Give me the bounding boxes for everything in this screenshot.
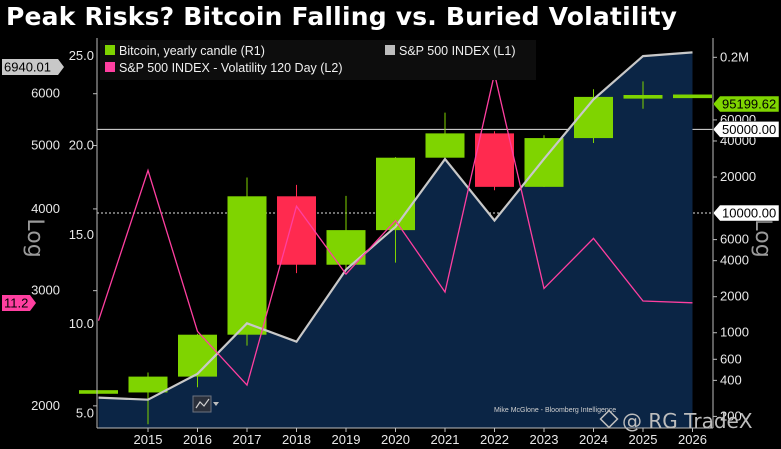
l1-tick-label: 3000 <box>31 283 60 298</box>
credit-text: Mike McGlone - Bloomberg Intelligence <box>494 407 616 414</box>
watermark: @ RG TradeX <box>599 409 753 433</box>
x-tick-label: 2015 <box>134 432 163 447</box>
legend-swatch <box>385 45 395 55</box>
candle-body <box>524 138 564 187</box>
r1-tick-label: 0.2M <box>720 49 749 64</box>
sp500-last-marker-text: 6940.01 <box>4 60 51 75</box>
candle-2023 <box>524 135 564 188</box>
candle-2025 <box>623 81 663 109</box>
candle-body <box>178 334 217 377</box>
l2-tick-label: 10.0 <box>69 316 94 331</box>
r1-tick-label: 20000 <box>720 169 756 184</box>
candle-body <box>79 390 118 394</box>
line-chart-icon <box>195 398 210 409</box>
level-50k-marker-text: 50000.00 <box>722 122 776 137</box>
candle-2016 <box>178 333 217 388</box>
r1-tick-label: 400 <box>720 372 742 387</box>
watermark-text: @ RG TradeX <box>622 409 753 433</box>
r1-tick-label: 200 <box>720 408 742 423</box>
candle-2015 <box>128 372 168 425</box>
candle-2024 <box>574 89 613 143</box>
x-tick-label: 2016 <box>183 432 212 447</box>
l1-tick-label: 6000 <box>31 86 60 101</box>
x-tick-label: 2024 <box>579 432 608 447</box>
chart-title: Peak Risks? Bitcoin Falling vs. Buried V… <box>6 2 678 31</box>
legend-box <box>100 40 536 80</box>
x-tick-label: 2025 <box>629 432 658 447</box>
l2-tick-label: 15.0 <box>69 227 94 242</box>
l2-tick-label: 20.0 <box>69 137 94 152</box>
candle-2018 <box>277 184 316 274</box>
x-tick-label: 2023 <box>530 432 559 447</box>
candle-body <box>227 196 267 335</box>
sp500-last-marker-bg <box>2 59 64 75</box>
candle-body <box>623 95 663 99</box>
candle-2020 <box>376 157 415 263</box>
candle-body <box>128 376 168 393</box>
legend-item: Bitcoin, yearly candle (R1) <box>105 44 265 58</box>
x-tick-label: 2017 <box>233 432 262 447</box>
candle-2021 <box>425 112 465 159</box>
watermark-logo-icon <box>599 409 619 429</box>
r1-tick-label: 600 <box>720 351 742 366</box>
legend-label: S&P 500 INDEX (L1) <box>399 44 516 58</box>
right-axis-label: Log <box>750 218 775 257</box>
l1-tick-label: 5000 <box>31 138 60 153</box>
level-50k-marker-bg <box>712 121 780 138</box>
r1-tick-label: 4000 <box>720 253 749 268</box>
candle-body <box>475 133 514 187</box>
x-tick-label: 2022 <box>480 432 509 447</box>
level-10k-marker: 10000.00 <box>712 204 780 222</box>
volatility-line <box>97 73 693 387</box>
x-tick-label: 2020 <box>381 432 410 447</box>
volatility-last-marker-text: 11.2 <box>4 296 28 311</box>
candle-body <box>673 94 712 99</box>
sp500-line <box>98 51 693 401</box>
legend-item: S&P 500 INDEX (L1) <box>385 44 516 58</box>
candle-2017 <box>227 177 267 346</box>
level-50k-marker: 50000.00 <box>712 121 780 138</box>
candle-body <box>376 157 415 231</box>
volatility-last-marker: 11.2 <box>2 295 36 311</box>
level-10k-marker-text: 10000.00 <box>722 206 776 221</box>
legend-swatch <box>105 45 115 55</box>
r1-tick-label: 1000 <box>720 325 749 340</box>
l1-tick-label: 4000 <box>31 201 60 216</box>
btc-last-marker-bg <box>712 95 780 113</box>
candle-2014 <box>79 390 118 394</box>
x-tick-label: 2026 <box>678 432 707 447</box>
chevron-down-icon <box>213 402 219 406</box>
l1-tick-label: 2000 <box>31 398 60 413</box>
candle-body <box>425 133 465 158</box>
x-tick-label: 2021 <box>431 432 460 447</box>
legend-label: S&P 500 INDEX - Volatility 120 Day (L2) <box>119 61 343 75</box>
sp500-last-marker: 6940.01 <box>2 59 64 75</box>
legend-label: Bitcoin, yearly candle (R1) <box>119 44 265 58</box>
chart-type-icon <box>192 395 219 413</box>
left-axis-label: Log <box>22 218 47 257</box>
level-10k-marker-bg <box>712 204 780 222</box>
l2-tick-label: 25.0 <box>69 48 94 63</box>
legend-swatch <box>105 62 115 72</box>
r1-tick-label: 6000 <box>720 232 749 247</box>
r1-tick-label: 2000 <box>720 289 749 304</box>
candle-body <box>574 96 613 139</box>
candle-2022 <box>475 131 514 191</box>
btc-last-marker-text: 95199.62 <box>722 97 776 112</box>
volatility-last-marker-bg <box>2 295 36 311</box>
legend-item: S&P 500 INDEX - Volatility 120 Day (L2) <box>105 61 343 75</box>
btc-last-marker: 95199.62 <box>712 95 780 113</box>
x-tick-label: 2019 <box>332 432 361 447</box>
x-tick-label: 2018 <box>282 432 311 447</box>
candle-2026 <box>673 94 712 99</box>
l2-tick-label: 5.0 <box>76 406 94 421</box>
